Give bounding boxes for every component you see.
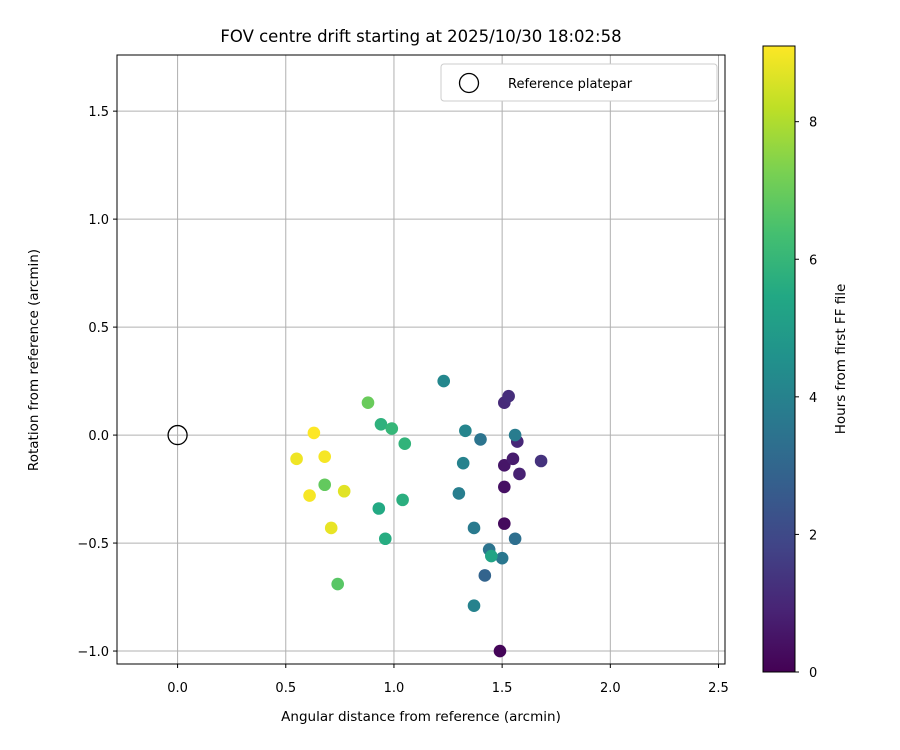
data-point xyxy=(502,389,515,403)
colorbar: 0 2 4 6 8 Hours from first FF file xyxy=(762,45,849,681)
data-point xyxy=(534,454,548,468)
data-point xyxy=(331,577,344,591)
colorbar-tick-label: 8 xyxy=(809,116,817,131)
data-point xyxy=(307,426,321,440)
data-point xyxy=(372,502,386,515)
data-point xyxy=(337,484,351,498)
colorbar-label: Hours from first FF file xyxy=(833,284,849,435)
legend-circle-marker xyxy=(458,72,480,94)
data-point xyxy=(303,489,316,502)
grid xyxy=(117,55,725,664)
data-point xyxy=(467,599,481,612)
data-point xyxy=(290,452,303,466)
data-point xyxy=(398,437,412,451)
colorbar-ticks: 0 2 4 6 8 xyxy=(795,116,817,681)
data-point xyxy=(508,428,522,442)
y-axis-label: Rotation from reference (arcmin) xyxy=(26,249,42,471)
data-point xyxy=(459,424,472,438)
data-point xyxy=(456,456,470,470)
data-point xyxy=(495,551,509,565)
data-point xyxy=(478,569,492,582)
data-point xyxy=(508,532,522,546)
data-point xyxy=(324,521,338,535)
data-point xyxy=(385,422,399,435)
data-point xyxy=(493,644,507,658)
data-point xyxy=(452,487,466,500)
colorbar-tick-label: 0 xyxy=(809,666,817,681)
y-tick-label: 0.5 xyxy=(88,321,109,336)
data-point xyxy=(467,521,481,535)
x-tick-label: 1.0 xyxy=(384,681,405,696)
data-point xyxy=(374,417,388,431)
x-axis-ticks: 0.0 0.5 1.0 1.5 2.0 2.5 xyxy=(167,664,729,696)
data-point xyxy=(485,549,498,563)
colorbar-tick-label: 2 xyxy=(809,528,817,543)
data-point xyxy=(498,459,511,472)
data-point xyxy=(361,396,375,409)
y-tick-label: 1.5 xyxy=(88,105,109,120)
x-tick-label: 2.5 xyxy=(708,681,729,696)
x-tick-label: 1.5 xyxy=(492,681,513,696)
data-point xyxy=(396,493,409,507)
x-tick-label: 0.5 xyxy=(275,681,296,696)
data-point xyxy=(474,433,487,446)
reference-marker xyxy=(167,424,188,446)
legend-label: Reference platepar xyxy=(508,77,633,92)
colorbar-tick-label: 4 xyxy=(809,391,817,406)
y-tick-label: −1.0 xyxy=(77,645,109,660)
y-tick-label: 0.0 xyxy=(88,429,109,444)
data-point xyxy=(437,374,451,388)
data-point xyxy=(318,478,332,492)
y-axis-ticks: −1.0 −0.5 0.0 0.5 1.0 1.5 xyxy=(77,105,117,660)
plot-frame xyxy=(116,54,726,665)
legend-box xyxy=(440,63,718,102)
data-point xyxy=(513,467,526,481)
data-point xyxy=(378,532,392,546)
reference-platepar-marker xyxy=(167,424,188,446)
x-tick-label: 0.0 xyxy=(167,681,188,696)
data-point xyxy=(498,517,511,530)
x-axis-label: Angular distance from reference (arcmin) xyxy=(281,709,561,725)
data-point xyxy=(498,480,511,494)
chart-title: FOV centre drift starting at 2025/10/30 … xyxy=(220,27,621,46)
colorbar-gradient xyxy=(763,46,795,672)
data-points xyxy=(290,374,548,658)
data-point xyxy=(318,450,332,463)
y-tick-label: 1.0 xyxy=(88,213,109,228)
legend: Reference platepar xyxy=(440,63,718,102)
colorbar-tick-label: 6 xyxy=(809,253,817,268)
x-tick-label: 2.0 xyxy=(600,681,621,696)
y-tick-label: −0.5 xyxy=(77,537,109,552)
data-point xyxy=(506,452,520,466)
colorbar-frame xyxy=(762,45,796,673)
